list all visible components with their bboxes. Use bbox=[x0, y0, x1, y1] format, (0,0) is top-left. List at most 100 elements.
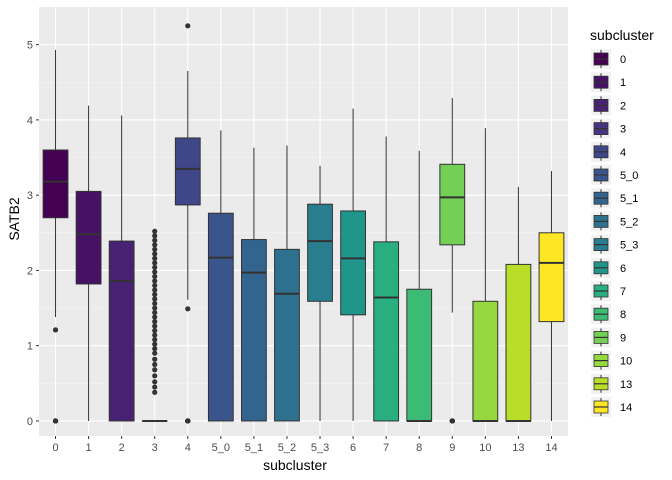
legend-title: subcluster bbox=[590, 27, 654, 43]
box-5_2 bbox=[274, 145, 300, 422]
box-5_3 bbox=[307, 165, 333, 421]
box-9 bbox=[439, 98, 466, 424]
outlier-point bbox=[185, 23, 191, 29]
x-axis-title: subcluster bbox=[263, 457, 327, 473]
legend-key-14 bbox=[591, 397, 611, 417]
legend-key-9 bbox=[591, 327, 611, 348]
outlier-point bbox=[152, 361, 158, 368]
outlier-point bbox=[152, 350, 158, 356]
outlier-point bbox=[152, 273, 158, 280]
y-tick-label: 4 bbox=[27, 115, 33, 127]
box-body bbox=[42, 149, 69, 219]
box-10 bbox=[472, 128, 499, 422]
box-body bbox=[307, 203, 333, 302]
outlier-point bbox=[152, 282, 158, 289]
outlier-point bbox=[152, 233, 158, 239]
legend-label: 5_2 bbox=[620, 216, 638, 228]
y-tick-label: 5 bbox=[27, 40, 33, 52]
outlier-point bbox=[152, 296, 158, 302]
x-tick-label: 5_3 bbox=[311, 442, 329, 454]
legend-key-4 bbox=[591, 141, 611, 162]
legend-label: 13 bbox=[620, 379, 632, 391]
box-body bbox=[505, 263, 532, 422]
box-body bbox=[472, 300, 499, 422]
outlier-point bbox=[152, 242, 158, 248]
outlier-point bbox=[152, 379, 158, 385]
box-body bbox=[439, 163, 466, 246]
outlier-point bbox=[152, 384, 158, 390]
outlier-point bbox=[152, 373, 158, 379]
legend-label: 10 bbox=[620, 356, 632, 368]
box-body bbox=[207, 212, 234, 422]
x-tick-label: 10 bbox=[479, 442, 491, 454]
legend-key-0 bbox=[591, 49, 611, 69]
box-body bbox=[274, 248, 300, 422]
legend-key-5_2 bbox=[591, 211, 611, 232]
box-0 bbox=[42, 49, 69, 424]
legend-label: 5_0 bbox=[620, 170, 638, 182]
box-body bbox=[373, 241, 400, 422]
y-axis-title: SATB2 bbox=[6, 197, 22, 241]
legend-key-8 bbox=[591, 304, 611, 325]
x-tick-label: 9 bbox=[449, 442, 455, 454]
outlier-point bbox=[152, 367, 158, 373]
outlier-point bbox=[152, 389, 158, 395]
outlier-point bbox=[152, 305, 158, 311]
x-tick-label: 4 bbox=[185, 442, 191, 454]
box-4 bbox=[174, 23, 201, 424]
legend-key-1 bbox=[591, 72, 611, 93]
outlier-point bbox=[52, 327, 59, 333]
legend-key-3 bbox=[591, 118, 611, 139]
outlier-point bbox=[449, 418, 455, 424]
outlier-point bbox=[152, 319, 158, 325]
outlier-point bbox=[152, 246, 158, 252]
outlier-point bbox=[52, 418, 59, 424]
box-body bbox=[174, 137, 201, 206]
x-tick-label: 5_1 bbox=[245, 442, 263, 454]
legend-label: 14 bbox=[620, 402, 632, 414]
outlier-point bbox=[152, 314, 158, 320]
box-body bbox=[108, 240, 135, 422]
outlier-point bbox=[152, 269, 158, 275]
x-tick-label: 1 bbox=[86, 442, 92, 454]
y-tick-label: 0 bbox=[27, 416, 33, 428]
outlier-point bbox=[152, 287, 158, 293]
x-tick-label: 0 bbox=[52, 442, 58, 454]
outlier-point bbox=[152, 328, 158, 334]
x-tick-label: 13 bbox=[512, 442, 524, 454]
x-axis: 0 1 2 3 4 5_0 5_1 5_2 5_3 6 7 8 9 10 13 14 bbox=[52, 436, 558, 454]
legend-key-5_0 bbox=[591, 165, 611, 185]
box-5_1 bbox=[241, 147, 267, 422]
legend-key-6 bbox=[591, 257, 611, 278]
box-1 bbox=[75, 105, 102, 421]
y-tick-label: 2 bbox=[27, 265, 33, 277]
outlier-point bbox=[152, 341, 158, 347]
outlier-point bbox=[152, 264, 158, 271]
outlier-point bbox=[152, 332, 158, 338]
box-body bbox=[340, 210, 366, 316]
legend-label: 8 bbox=[620, 309, 626, 321]
box-body bbox=[406, 288, 433, 422]
y-axis: 0 1 2 3 4 5 bbox=[27, 40, 39, 428]
x-tick-label: 14 bbox=[545, 442, 557, 454]
box-3 bbox=[141, 228, 168, 422]
legend-label: 1 bbox=[620, 77, 626, 89]
legend-label: 5_3 bbox=[620, 240, 638, 252]
legend-label: 4 bbox=[620, 147, 626, 159]
outlier-point bbox=[185, 306, 191, 312]
outlier-point bbox=[152, 291, 158, 298]
outlier-point bbox=[152, 255, 158, 261]
outlier-point bbox=[152, 260, 158, 266]
legend-label: 3 bbox=[620, 124, 626, 136]
box-2 bbox=[108, 115, 135, 422]
boxes bbox=[42, 23, 565, 424]
box-body bbox=[75, 190, 102, 285]
box-body bbox=[538, 232, 565, 323]
legend-label: 7 bbox=[620, 286, 626, 298]
y-tick-label: 1 bbox=[27, 341, 33, 353]
outlier-point bbox=[152, 228, 158, 234]
legend-label: 9 bbox=[620, 332, 626, 344]
legend-label: 5_1 bbox=[620, 193, 638, 205]
legend-label: 0 bbox=[620, 54, 626, 66]
outlier-point bbox=[152, 323, 158, 329]
